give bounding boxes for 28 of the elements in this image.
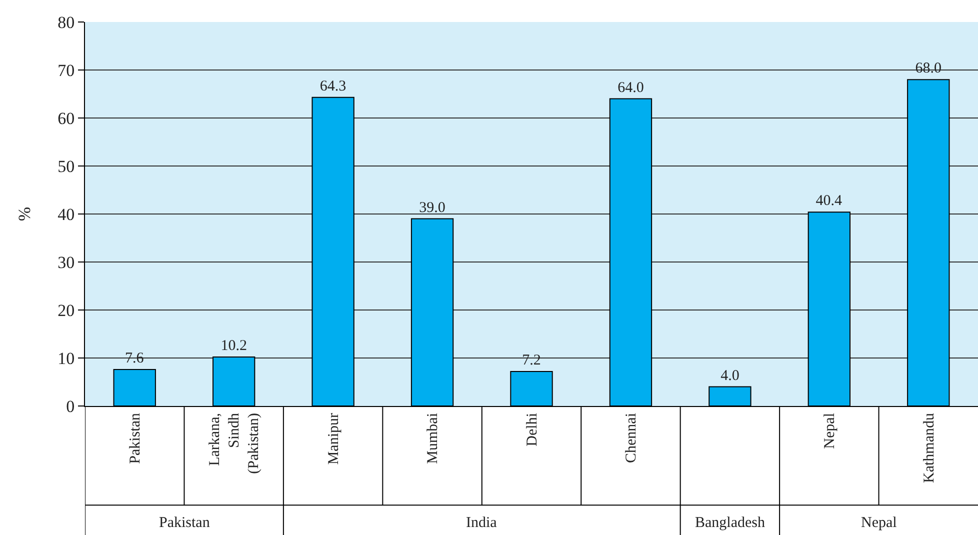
x-tick-label: Kathmandu bbox=[921, 412, 938, 483]
x-tick-label: Larkana, Sindh (Pakistan) bbox=[207, 412, 262, 474]
y-tick-label: 70 bbox=[58, 60, 75, 80]
y-tick-label: 20 bbox=[58, 300, 75, 320]
x-tick-label: Delhi bbox=[524, 413, 540, 446]
x-tick-label: Pakistan bbox=[127, 412, 144, 464]
data-label: 40.4 bbox=[816, 193, 843, 210]
text: Nepal bbox=[861, 515, 897, 531]
data-label: 64.0 bbox=[618, 80, 644, 96]
data-label: 4.0 bbox=[720, 368, 740, 384]
x-tick-label: Manipur bbox=[326, 413, 342, 465]
x-tick-label: Chennai bbox=[624, 413, 640, 463]
text: India bbox=[466, 515, 498, 531]
x-tick-label: Mumbai bbox=[425, 413, 442, 464]
y-tick-label: 0 bbox=[66, 396, 75, 416]
x-tick-label: Nepal bbox=[822, 413, 838, 449]
text: Bangladesh bbox=[695, 515, 766, 531]
data-label: 10.2 bbox=[220, 338, 247, 354]
y-tick-label: 40 bbox=[58, 204, 75, 224]
y-tick-label: 60 bbox=[58, 108, 75, 128]
text: Pakistan bbox=[159, 515, 210, 531]
y-axis-title: % bbox=[15, 206, 34, 222]
y-tick-label: 10 bbox=[58, 348, 75, 368]
y-tick-label: 50 bbox=[58, 156, 75, 176]
data-label: 64.3 bbox=[320, 78, 346, 94]
y-tick-label: 30 bbox=[58, 252, 75, 272]
y-tick-label: 80 bbox=[58, 12, 75, 32]
data-label: 39.0 bbox=[419, 200, 446, 216]
